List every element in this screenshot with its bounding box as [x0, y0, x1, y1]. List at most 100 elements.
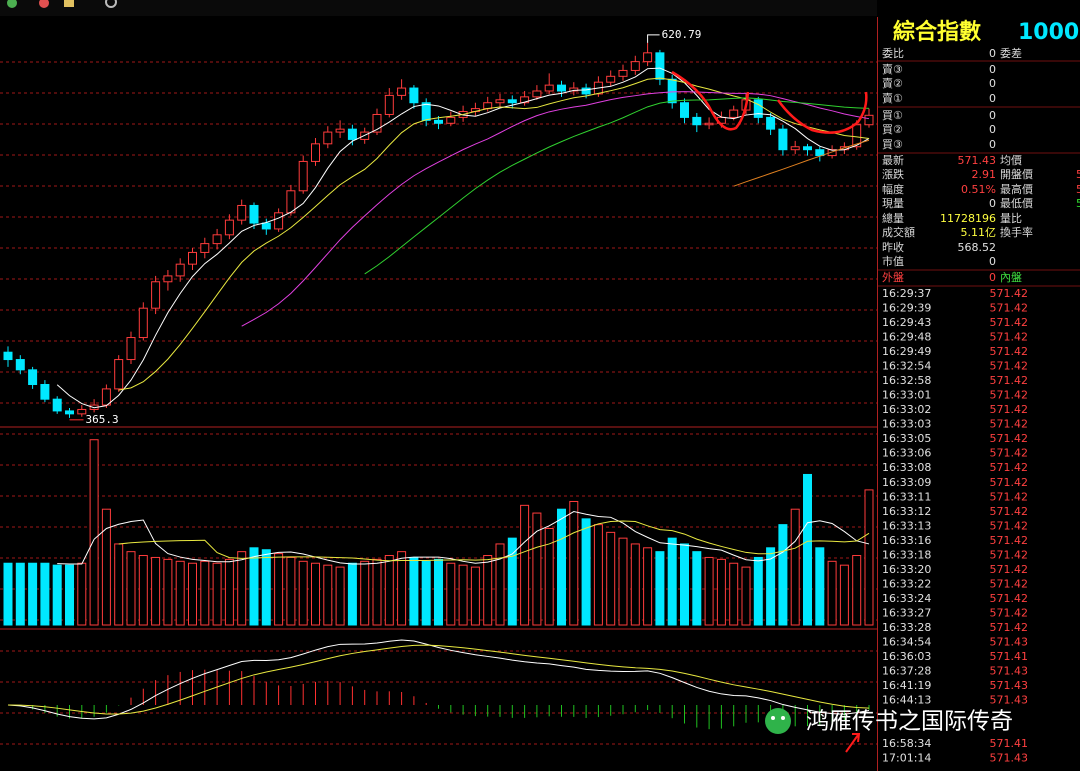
volume-bar — [421, 560, 431, 626]
tick-price: 571.43 — [990, 752, 1029, 765]
tick-time: 16:33:02 — [882, 403, 931, 416]
field-label: 賣③ — [882, 62, 903, 76]
candle-body — [864, 114, 874, 126]
index-code: 10000 — [1018, 20, 1080, 45]
field-label: 量比 — [1000, 212, 1022, 225]
tick-price: 571.42 — [990, 621, 1029, 634]
tick-price: 571.41 — [990, 737, 1029, 750]
volume-bar — [274, 553, 284, 626]
wechat-eye — [781, 716, 785, 720]
field-value: 568.52 — [958, 241, 997, 254]
volume-bar — [470, 566, 480, 626]
candle-body — [77, 408, 87, 415]
volume-bar — [618, 537, 628, 626]
volume-bar — [446, 562, 456, 626]
volume-bar — [52, 564, 62, 626]
candle-body — [237, 204, 247, 221]
volume-bar — [163, 558, 173, 626]
tick-price: 571.42 — [990, 548, 1029, 561]
volume-bar — [569, 500, 579, 626]
candle-body — [729, 109, 739, 118]
volume-bar — [778, 524, 788, 626]
candle-body — [249, 204, 259, 224]
volume-bar — [729, 562, 739, 626]
candle-body — [298, 160, 308, 192]
volume-bar — [704, 556, 714, 626]
candle-body — [532, 90, 542, 98]
hand-drawn-arrow — [845, 733, 861, 753]
tool-icon[interactable] — [7, 0, 17, 8]
tick-time: 16:29:39 — [882, 302, 931, 315]
volume-bar — [212, 562, 222, 626]
tick-price: 571.42 — [990, 476, 1029, 489]
candle-body — [581, 87, 591, 95]
tick-price: 571.42 — [990, 287, 1029, 300]
candle-body — [323, 131, 333, 145]
candle-body — [65, 410, 74, 415]
candle-body — [114, 359, 124, 390]
candle-body — [261, 222, 271, 230]
index-title: 綜合指數 — [893, 19, 981, 45]
tick-time: 16:33:20 — [882, 563, 931, 576]
candle-body — [163, 275, 173, 283]
field-label: 總量 — [882, 211, 904, 225]
volume-ma-line — [57, 510, 870, 565]
candle-body — [274, 212, 284, 230]
volume-bar — [286, 556, 296, 626]
volume-bar — [667, 537, 677, 626]
volume-bar — [261, 549, 271, 626]
volume-bar — [544, 528, 554, 626]
tick-time: 16:33:28 — [882, 621, 931, 634]
candle-body — [212, 234, 222, 245]
settings-icon[interactable] — [105, 0, 117, 8]
volume-bar — [827, 560, 837, 626]
ma-line — [56, 67, 870, 409]
tick-price: 571.42 — [990, 490, 1029, 503]
volume-bar — [495, 543, 505, 626]
tick-time: 16:29:37 — [882, 287, 931, 300]
ma-line — [364, 97, 870, 275]
tick-price: 571.42 — [990, 592, 1029, 605]
macd-dea — [7, 644, 870, 715]
tool-icon[interactable] — [39, 0, 49, 8]
wechat-icon — [765, 708, 791, 734]
field-label: 委差 — [1000, 46, 1022, 60]
candle-body — [803, 146, 812, 151]
field-label: 買③ — [882, 138, 903, 151]
volume-bar — [581, 518, 591, 626]
field-value: 5 — [1076, 183, 1080, 196]
volume-bar — [397, 551, 407, 626]
volume-bar — [311, 562, 320, 626]
volume-bar — [790, 508, 800, 626]
volume-bar — [716, 558, 726, 626]
tick-time: 16:33:24 — [882, 592, 931, 605]
field-label: 開盤價 — [1000, 167, 1033, 181]
candle-body — [630, 61, 640, 71]
volume-bar — [532, 512, 542, 626]
volume-bar — [101, 508, 111, 626]
candle-body — [311, 143, 320, 162]
candle-body — [28, 369, 38, 386]
volume-bar — [77, 562, 87, 626]
field-label: 最新 — [882, 153, 904, 167]
tool-icon[interactable] — [64, 0, 74, 7]
volume-bar — [28, 562, 38, 626]
field-value: 0 — [989, 123, 996, 136]
volume-bar — [175, 560, 185, 626]
tick-price: 571.42 — [990, 461, 1029, 474]
candle-body — [753, 99, 763, 118]
candle-body — [138, 307, 148, 339]
volume-bar — [864, 489, 874, 626]
field-label: 最低價 — [1000, 196, 1033, 210]
field-value: 11728196 — [940, 212, 996, 225]
tick-time: 16:33:09 — [882, 476, 931, 489]
volume-bar — [643, 547, 653, 626]
candle-body — [40, 384, 50, 400]
candle-body — [126, 337, 136, 361]
candle-body — [827, 149, 837, 157]
volume-bar — [323, 564, 333, 626]
tick-price: 571.42 — [990, 563, 1029, 576]
candle-body — [815, 149, 825, 157]
field-label: 委比 — [882, 47, 904, 60]
